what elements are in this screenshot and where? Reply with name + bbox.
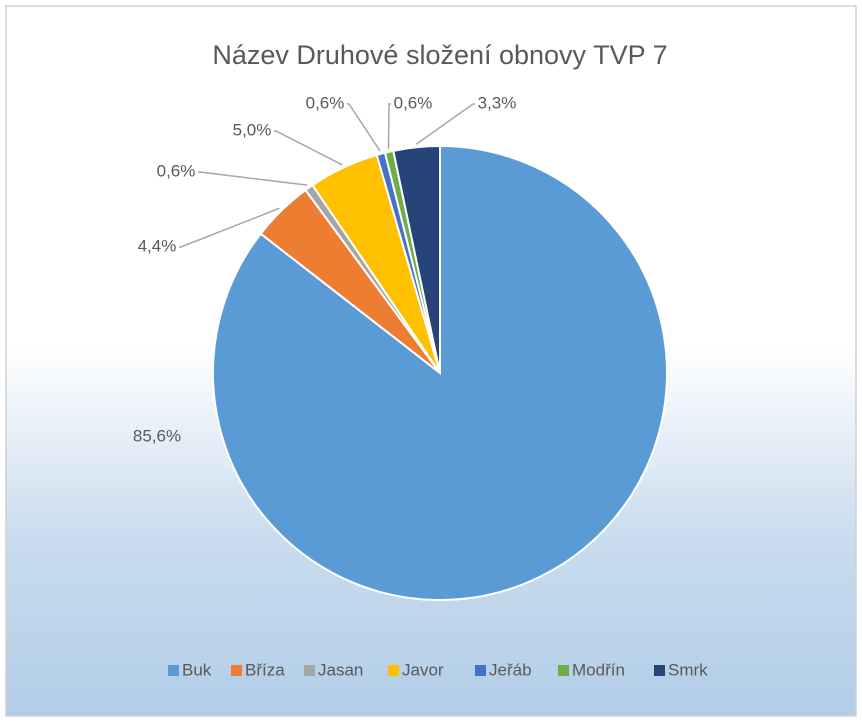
chart-title: Název Druhové složení obnovy TVP 7 [212,40,667,70]
data-label: 5,0% [233,120,272,139]
legend-swatch [654,665,665,676]
legend-swatch [304,665,315,676]
leader-line [179,207,280,248]
legend-label: Jasan [318,660,363,679]
data-label: 0,6% [394,93,433,112]
leader-line [274,130,343,166]
leader-line [198,171,308,186]
pie-slice [392,144,441,374]
legend-swatch [168,665,179,676]
legend-label: Bříza [245,660,285,679]
legend-label: Jeřáb [489,660,532,679]
data-label: 0,6% [157,161,196,180]
data-label: 3,3% [478,93,517,112]
legend-label: Buk [182,660,212,679]
legend-swatch [558,665,569,676]
legend-swatch [231,665,242,676]
legend-label: Modřín [572,660,625,679]
legend-label: Javor [402,660,444,679]
leader-line [387,103,391,149]
data-label: 4,4% [138,236,177,255]
legend-swatch [475,665,486,676]
legend-swatch [388,665,399,676]
data-label: 85,6% [133,426,181,445]
data-label: 0,6% [306,93,345,112]
leader-line [347,103,381,152]
leader-line [415,103,475,145]
legend-label: Smrk [668,660,708,679]
